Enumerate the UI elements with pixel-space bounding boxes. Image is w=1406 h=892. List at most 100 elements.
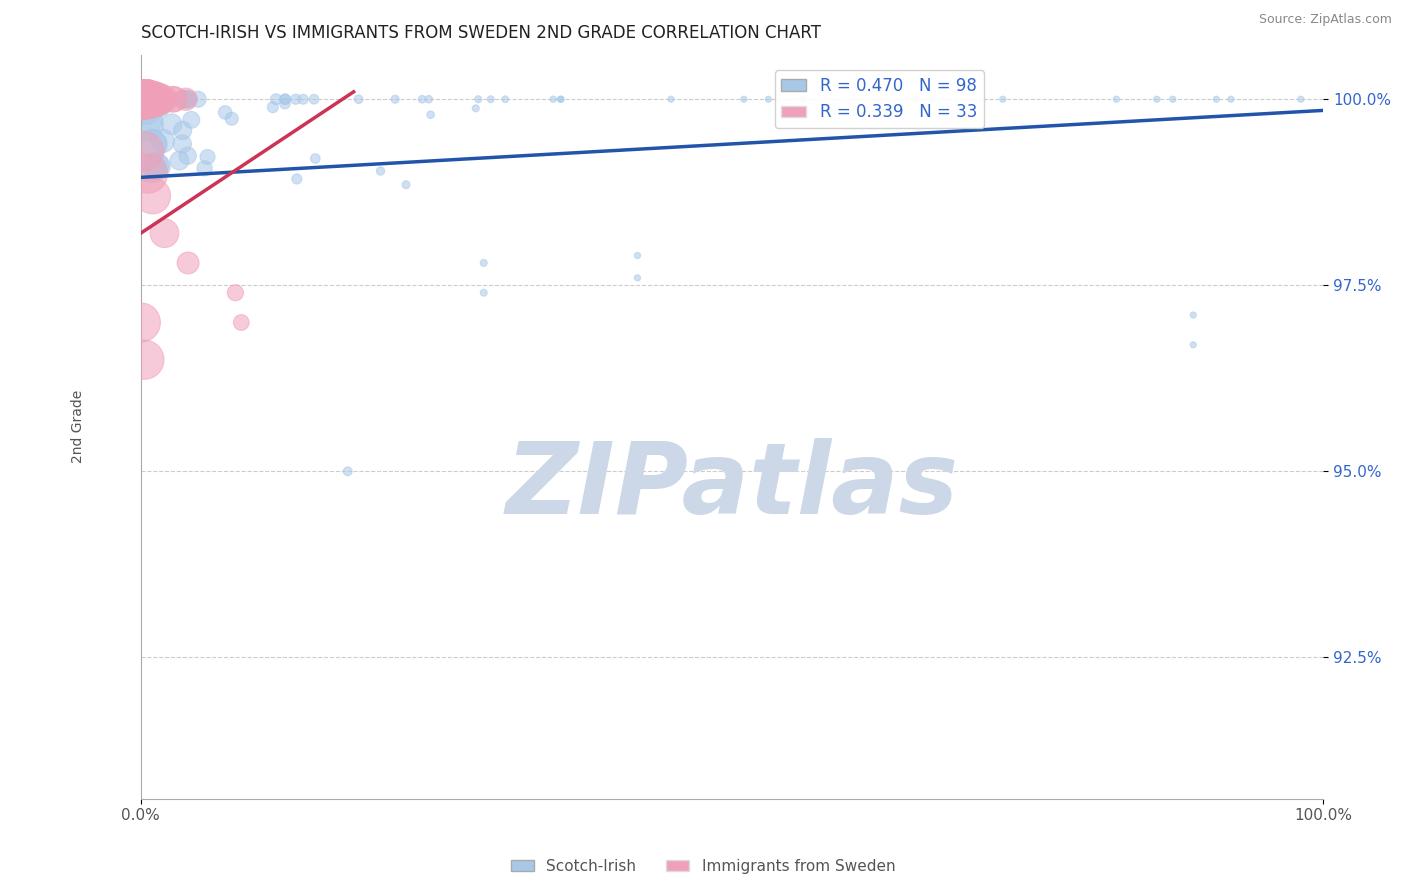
- Point: [142, 92, 165, 106]
- Point: [904, 92, 927, 106]
- Point: [284, 92, 307, 106]
- Point: [285, 172, 308, 186]
- Point: [1105, 92, 1128, 106]
- Point: [134, 92, 156, 106]
- Point: [142, 189, 165, 203]
- Point: [156, 92, 179, 106]
- Point: [792, 92, 814, 106]
- Point: [152, 134, 174, 148]
- Point: [132, 92, 155, 106]
- Point: [134, 100, 156, 114]
- Point: [467, 92, 489, 106]
- Point: [134, 145, 156, 159]
- Point: [1219, 92, 1241, 106]
- Point: [172, 123, 194, 137]
- Point: [419, 108, 441, 122]
- Point: [134, 92, 156, 106]
- Point: [194, 161, 217, 176]
- Point: [135, 118, 157, 132]
- Point: [141, 92, 163, 106]
- Point: [143, 92, 166, 106]
- Text: ZIPatlas: ZIPatlas: [506, 438, 959, 534]
- Point: [172, 136, 194, 151]
- Point: [131, 92, 153, 106]
- Legend: R = 0.470   N = 98, R = 0.339   N = 33: R = 0.470 N = 98, R = 0.339 N = 33: [775, 70, 984, 128]
- Point: [479, 92, 502, 106]
- Point: [174, 92, 197, 106]
- Y-axis label: 2nd Grade: 2nd Grade: [72, 390, 86, 463]
- Point: [187, 92, 209, 106]
- Legend: Scotch-Irish, Immigrants from Sweden: Scotch-Irish, Immigrants from Sweden: [505, 853, 901, 880]
- Point: [197, 150, 219, 164]
- Point: [177, 92, 200, 106]
- Point: [177, 92, 200, 106]
- Point: [134, 92, 156, 106]
- Point: [143, 159, 166, 173]
- Text: SCOTCH-IRISH VS IMMIGRANTS FROM SWEDEN 2ND GRADE CORRELATION CHART: SCOTCH-IRISH VS IMMIGRANTS FROM SWEDEN 2…: [141, 24, 821, 42]
- Point: [1161, 92, 1184, 106]
- Point: [138, 92, 160, 106]
- Point: [292, 92, 315, 106]
- Point: [146, 160, 169, 174]
- Point: [135, 92, 157, 106]
- Point: [224, 285, 246, 300]
- Point: [148, 97, 170, 112]
- Point: [264, 92, 287, 106]
- Point: [370, 164, 392, 178]
- Point: [135, 92, 157, 106]
- Point: [142, 137, 165, 152]
- Point: [173, 92, 195, 106]
- Point: [142, 92, 165, 106]
- Point: [336, 464, 359, 478]
- Point: [131, 92, 153, 106]
- Point: [1182, 308, 1205, 322]
- Point: [141, 161, 163, 176]
- Point: [231, 316, 253, 330]
- Point: [472, 256, 495, 270]
- Point: [146, 92, 169, 106]
- Point: [162, 92, 184, 106]
- Point: [173, 92, 195, 106]
- Point: [921, 92, 943, 106]
- Point: [160, 117, 183, 131]
- Point: [141, 92, 163, 106]
- Point: [274, 92, 297, 106]
- Point: [1146, 92, 1168, 106]
- Point: [733, 92, 755, 106]
- Point: [472, 285, 495, 300]
- Point: [494, 92, 516, 106]
- Point: [464, 101, 486, 115]
- Point: [659, 92, 682, 106]
- Point: [347, 92, 370, 106]
- Point: [129, 316, 152, 330]
- Point: [274, 92, 297, 106]
- Point: [550, 92, 572, 106]
- Point: [177, 256, 200, 270]
- Point: [304, 152, 326, 166]
- Point: [302, 92, 325, 106]
- Point: [163, 92, 186, 106]
- Point: [541, 92, 564, 106]
- Point: [176, 149, 198, 163]
- Point: [221, 112, 243, 126]
- Point: [626, 270, 648, 285]
- Point: [134, 352, 156, 367]
- Point: [274, 96, 297, 111]
- Point: [1205, 92, 1227, 106]
- Point: [134, 92, 156, 106]
- Point: [132, 92, 155, 106]
- Point: [169, 153, 191, 168]
- Point: [550, 92, 572, 106]
- Point: [131, 92, 153, 106]
- Point: [411, 92, 433, 106]
- Point: [418, 92, 440, 106]
- Point: [149, 92, 172, 106]
- Point: [134, 92, 156, 106]
- Point: [1289, 92, 1312, 106]
- Point: [131, 92, 153, 106]
- Point: [134, 111, 156, 125]
- Point: [395, 178, 418, 192]
- Point: [141, 136, 163, 151]
- Point: [132, 92, 155, 106]
- Point: [991, 92, 1014, 106]
